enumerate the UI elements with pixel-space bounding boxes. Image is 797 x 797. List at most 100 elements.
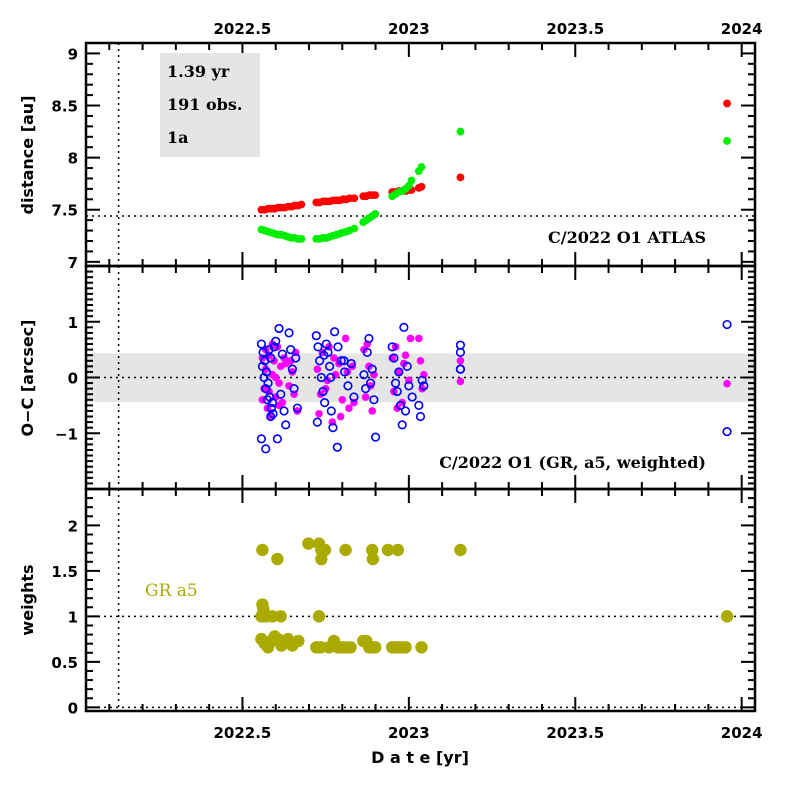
- y-tick-label: 7: [68, 254, 78, 272]
- data-point: [339, 543, 352, 557]
- distance-panel: 7 7.5 8 8.5 9: [51, 41, 757, 272]
- bottom-x-tick-label: 2022.5: [213, 724, 271, 742]
- data-point: [264, 345, 274, 355]
- data-point: [292, 403, 302, 413]
- residuals-axis-title: O−C [arcsec]: [18, 320, 37, 437]
- series-green-distance: [257, 127, 731, 243]
- data-point: [456, 356, 465, 365]
- data-point: [313, 365, 322, 373]
- y-tick-label: 8: [68, 150, 78, 168]
- data-point: [345, 404, 353, 412]
- data-point: [723, 99, 731, 108]
- top-x-tick-label: 2023: [388, 20, 430, 38]
- data-point: [368, 407, 377, 415]
- y-tick-label: −1: [55, 425, 78, 443]
- data-point: [279, 406, 289, 416]
- data-point: [720, 610, 734, 623]
- y-tick-label: 1: [68, 314, 78, 332]
- series-red-distance: [257, 99, 731, 214]
- y-tick-label: 8.5: [51, 98, 78, 116]
- data-point: [266, 353, 276, 363]
- data-point: [367, 364, 377, 374]
- weights-legend-label: GR a5: [145, 581, 198, 601]
- data-point: [417, 163, 426, 171]
- data-point: [275, 379, 283, 387]
- data-point: [271, 336, 281, 346]
- data-point: [415, 641, 428, 654]
- bottom-x-tick-label: 2023: [388, 724, 430, 742]
- data-point: [417, 375, 427, 385]
- data-point: [275, 401, 283, 410]
- data-point: [326, 406, 336, 416]
- data-point: [315, 409, 323, 418]
- data-point: [343, 381, 353, 391]
- data-point: [456, 173, 465, 182]
- data-point: [416, 356, 425, 365]
- data-point: [456, 377, 465, 386]
- data-point: [723, 379, 731, 388]
- data-point: [284, 328, 294, 338]
- data-point: [344, 641, 357, 654]
- data-point: [343, 368, 352, 376]
- data-point: [332, 442, 342, 452]
- info-box-obs-count: 191 obs.: [167, 95, 242, 114]
- data-point: [256, 339, 267, 349]
- data-point: [297, 235, 306, 243]
- residuals-panel: −1 0 1: [55, 264, 757, 491]
- data-point: [359, 370, 369, 380]
- info-box-timespan: 1.39 yr: [167, 62, 230, 81]
- data-point: [319, 350, 329, 360]
- data-point: [392, 386, 402, 397]
- data-point: [341, 334, 350, 343]
- panel-frame: [84, 487, 757, 713]
- data-point: [313, 342, 323, 352]
- weights-axis-title: weights: [18, 564, 37, 635]
- data-point: [330, 327, 340, 337]
- fit-description-annotation: C/2022 O1 (GR, a5, weighted): [439, 453, 706, 472]
- data-point: [274, 610, 287, 623]
- data-point: [287, 364, 297, 374]
- data-point: [336, 356, 346, 366]
- data-point: [350, 224, 359, 233]
- data-point: [261, 384, 271, 394]
- data-point: [262, 395, 272, 405]
- data-point: [315, 552, 328, 566]
- data-point: [391, 543, 405, 557]
- data-point: [271, 373, 280, 382]
- weights-panel: 0 0.5 1 1.5 2: [51, 487, 757, 717]
- data-point: [415, 411, 426, 422]
- data-point: [315, 356, 325, 366]
- data-point: [318, 386, 328, 397]
- data-point: [362, 347, 372, 358]
- data-point: [267, 397, 277, 408]
- data-point: [401, 351, 410, 360]
- data-point: [336, 412, 345, 421]
- data-point: [266, 403, 276, 413]
- data-point: [325, 361, 335, 371]
- top-x-tick-labels: 2022.5 2023 2023.5 2024: [213, 20, 762, 38]
- data-point: [399, 641, 412, 654]
- data-point: [281, 420, 291, 430]
- data-point: [286, 345, 296, 355]
- data-point: [293, 407, 302, 415]
- data-point: [274, 323, 284, 334]
- data-point: [266, 411, 276, 422]
- data-point: [340, 367, 350, 377]
- distance-axis-title: distance [au]: [18, 95, 37, 214]
- data-point: [256, 434, 267, 444]
- data-point: [328, 423, 338, 433]
- data-point: [256, 543, 269, 557]
- data-point: [407, 392, 417, 402]
- data-point: [349, 392, 359, 402]
- data-point: [333, 342, 343, 352]
- series-weights: [255, 537, 734, 654]
- y-tick-label: 0.5: [51, 654, 78, 672]
- data-point: [455, 347, 466, 358]
- data-point: [402, 361, 412, 371]
- top-x-tick-label: 2023.5: [546, 20, 604, 38]
- date-axis-title: D a t e [yr]: [371, 748, 469, 767]
- bottom-x-tick-label: 2024: [721, 724, 763, 742]
- data-point: [316, 372, 326, 383]
- data-point: [454, 543, 467, 557]
- data-point: [387, 342, 397, 352]
